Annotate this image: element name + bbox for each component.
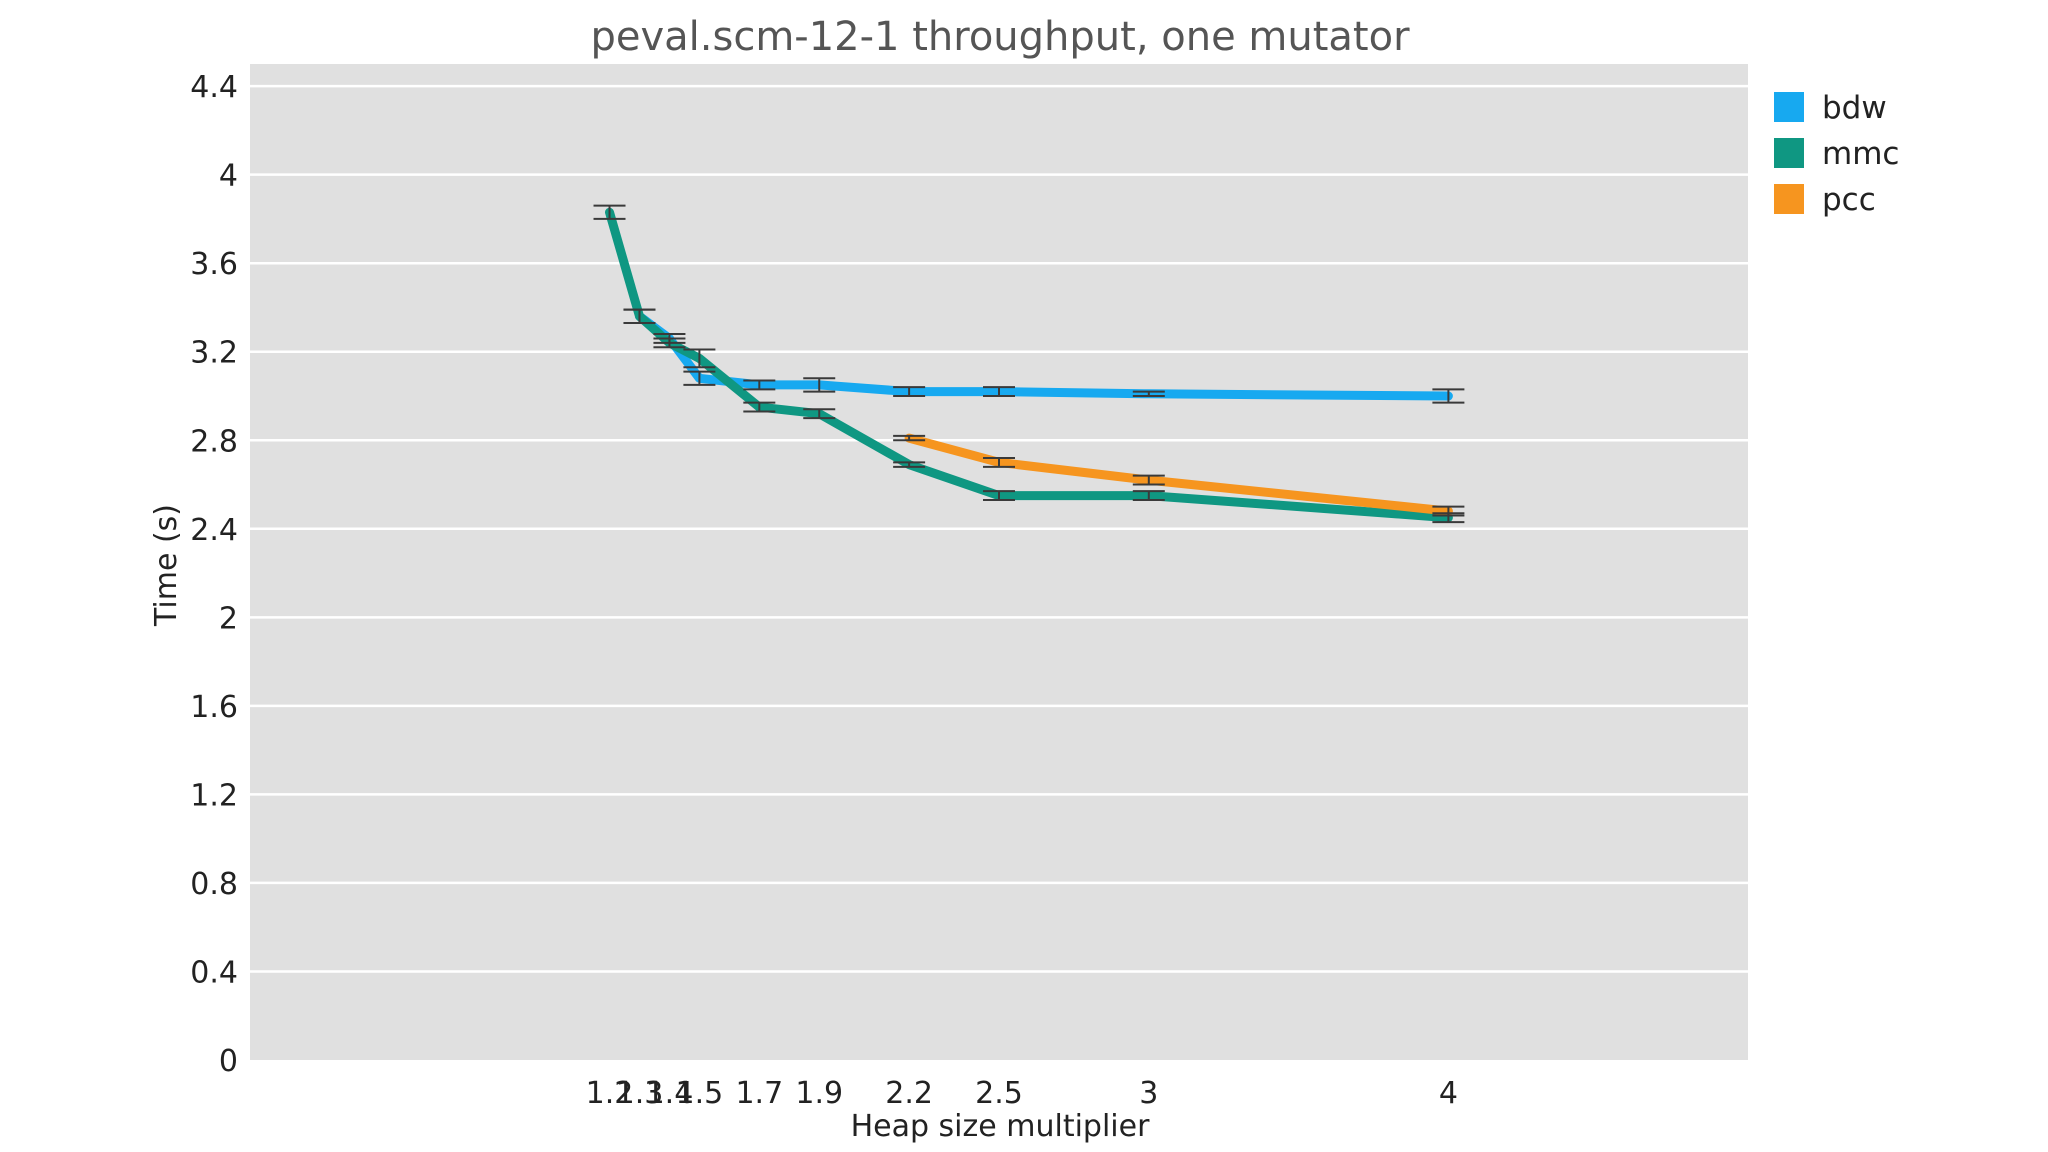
y-tick-label: 2: [219, 601, 238, 636]
error-bar-pcc: [1132, 474, 1165, 486]
error-bar-bdw: [983, 386, 1015, 397]
error-bar-mmc: [653, 337, 686, 349]
gridlines: [250, 84, 1748, 973]
error-bar-mmc: [683, 348, 716, 369]
legend: bdw mmc pcc: [1774, 90, 1899, 218]
legend-label-mmc: mmc: [1822, 136, 1899, 172]
y-tick-label: 0: [219, 1044, 238, 1079]
legend-swatch-pcc: [1774, 184, 1804, 214]
x-axis-label: Heap size multiplier: [851, 1109, 1151, 1144]
error-bar-mmc: [1132, 490, 1165, 502]
x-tick-label: 2.5: [975, 1076, 1023, 1111]
x-tick-label: 1.7: [735, 1076, 783, 1111]
y-tick-label: 3.6: [190, 247, 238, 282]
x-tick-label: 1.4: [646, 1076, 694, 1111]
legend-label-pcc: pcc: [1822, 182, 1876, 218]
legend-label-bdw: bdw: [1822, 90, 1887, 126]
x-tick-label: 1.9: [795, 1076, 843, 1111]
error-bar-bdw: [1132, 390, 1165, 397]
error-bar-mmc: [803, 408, 836, 420]
x-axis-ticks: 1.21.31.41.5 1.7 1.9 2.2 2.5 3 4: [586, 1076, 1458, 1111]
x-tick-label: 3: [1139, 1076, 1158, 1111]
y-tick-label: 3.2: [190, 336, 238, 371]
y-tick-label: 4.4: [190, 70, 238, 105]
y-tick-label: 1.2: [190, 778, 238, 813]
error-bars: [593, 204, 1465, 524]
error-bar-bdw: [803, 377, 836, 393]
error-bar-pcc: [893, 434, 926, 442]
x-tick-label: 4: [1439, 1076, 1458, 1111]
y-tick-label: 2.4: [190, 513, 238, 548]
x-tick-label: 2.2: [885, 1076, 933, 1111]
y-tick-label: 1.6: [190, 690, 238, 725]
error-bar-pcc: [983, 456, 1015, 468]
error-bar-bdw: [1432, 388, 1465, 404]
x-tick-label: 1.5: [676, 1076, 724, 1111]
error-bar-mmc: [743, 401, 776, 413]
plot-area: [250, 64, 1748, 1060]
chart-title: peval.scm-12-1 throughput, one mutator: [590, 14, 1410, 60]
y-axis-ticks: 0 0.4 0.8 1.2 1.6 2 2.4 2.8 3.2 3.6 4 4.4: [190, 70, 238, 1079]
error-bar-mmc: [983, 490, 1015, 502]
error-bar-bdw: [893, 386, 926, 397]
x-tick-label: 1.3: [616, 1076, 664, 1111]
y-tick-label: 0.4: [190, 955, 238, 990]
error-bar-pcc: [1432, 505, 1465, 517]
error-bar-bdw: [743, 379, 776, 391]
error-bar-mmc: [593, 204, 626, 220]
y-tick-label: 2.8: [190, 424, 238, 459]
x-tick-label: 1.2: [586, 1076, 634, 1111]
series-line-mmc: [605, 207, 1453, 523]
y-axis-label: Time (s): [149, 504, 184, 627]
legend-swatch-bdw: [1774, 92, 1804, 122]
series-line-pcc: [904, 433, 1453, 516]
y-tick-label: 0.8: [190, 867, 238, 902]
error-bar-bdw: [683, 370, 716, 386]
error-bar-mmc: [623, 308, 656, 324]
y-tick-label: 4: [219, 159, 238, 194]
legend-swatch-mmc: [1774, 138, 1804, 168]
error-bar-mmc: [893, 461, 926, 468]
